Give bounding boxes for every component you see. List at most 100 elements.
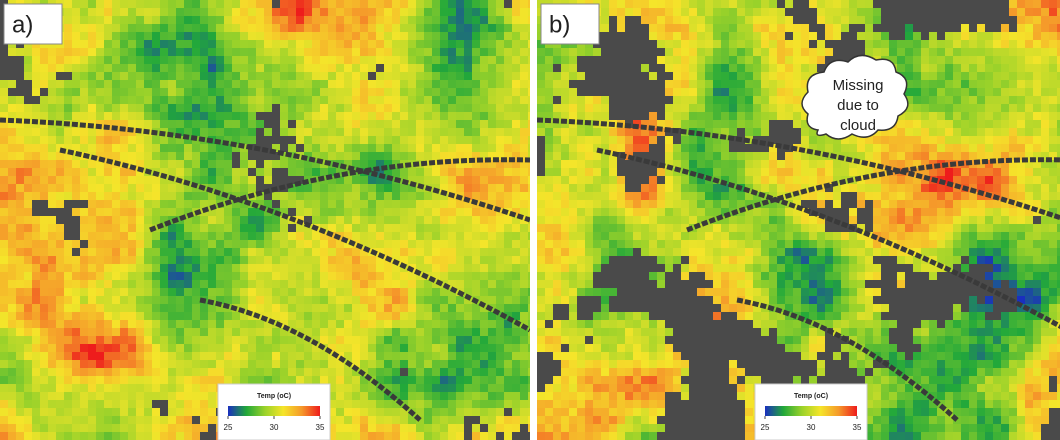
temperature-cell <box>96 104 104 112</box>
temperature-cell <box>969 104 977 112</box>
temperature-cell <box>472 40 480 48</box>
temperature-cell <box>537 72 545 80</box>
temperature-cell <box>168 96 176 104</box>
temperature-cell <box>769 104 777 112</box>
temperature-cell <box>408 240 416 248</box>
temperature-cell <box>120 400 128 408</box>
temperature-cell <box>488 232 496 240</box>
temperature-cell <box>504 304 512 312</box>
temperature-cell <box>72 280 80 288</box>
temperature-cell <box>88 272 96 280</box>
temperature-cell <box>40 104 48 112</box>
temperature-cell <box>424 48 432 56</box>
temperature-cell <box>424 328 432 336</box>
temperature-cell <box>713 40 721 48</box>
temperature-cell <box>328 104 336 112</box>
temperature-cell <box>0 192 8 200</box>
temperature-cell <box>152 408 160 416</box>
temperature-cell <box>937 192 945 200</box>
temperature-cell <box>472 64 480 72</box>
temperature-cell <box>192 320 200 328</box>
temperature-cell <box>352 400 360 408</box>
temperature-cell <box>192 176 200 184</box>
temperature-cell <box>128 336 136 344</box>
temperature-cell <box>312 272 320 280</box>
temperature-cell <box>240 104 248 112</box>
temperature-cell <box>913 168 921 176</box>
temperature-cell <box>320 248 328 256</box>
temperature-cell <box>352 280 360 288</box>
temperature-cell <box>176 336 184 344</box>
temperature-cell <box>432 384 440 392</box>
temperature-cell <box>1041 96 1049 104</box>
temperature-cell <box>24 248 32 256</box>
temperature-cell <box>240 80 248 88</box>
temperature-cell <box>216 344 224 352</box>
temperature-cell <box>80 48 88 56</box>
temperature-cell <box>272 264 280 272</box>
temperature-cell <box>472 8 480 16</box>
temperature-cell <box>368 272 376 280</box>
temperature-cell <box>713 32 721 40</box>
temperature-cell <box>1057 176 1060 184</box>
temperature-cell <box>232 296 240 304</box>
temperature-cell <box>240 304 248 312</box>
temperature-cell <box>48 352 56 360</box>
temperature-cell <box>48 368 56 376</box>
temperature-cell <box>24 104 32 112</box>
temperature-cell <box>761 24 769 32</box>
temperature-cell <box>424 96 432 104</box>
temperature-cell <box>440 328 448 336</box>
temperature-cell <box>112 136 120 144</box>
temperature-cell <box>264 336 272 344</box>
temperature-cell <box>376 200 384 208</box>
temperature-cell <box>304 200 312 208</box>
temperature-cell <box>921 160 929 168</box>
temperature-cell <box>64 248 72 256</box>
temperature-cell <box>545 112 553 120</box>
temperature-cell <box>937 48 945 56</box>
temperature-cell <box>633 192 641 200</box>
temperature-cell <box>512 120 520 128</box>
temperature-cell <box>280 48 288 56</box>
temperature-cell <box>208 88 216 96</box>
temperature-cell <box>304 232 312 240</box>
temperature-cell <box>152 120 160 128</box>
temperature-cell <box>729 96 737 104</box>
temperature-cell <box>496 200 504 208</box>
temperature-cell <box>528 168 530 176</box>
temperature-cell <box>200 256 208 264</box>
temperature-cell <box>528 80 530 88</box>
temperature-cell <box>344 272 352 280</box>
temperature-cell <box>72 432 80 440</box>
temperature-cell <box>440 256 448 264</box>
temperature-cell <box>176 160 184 168</box>
temperature-cell <box>152 288 160 296</box>
temperature-cell <box>104 160 112 168</box>
temperature-cell <box>472 48 480 56</box>
temperature-cell <box>8 432 16 440</box>
temperature-cell <box>504 400 512 408</box>
temperature-cell <box>801 160 809 168</box>
temperature-cell <box>360 104 368 112</box>
temperature-cell <box>168 0 176 8</box>
temperature-cell <box>1041 48 1049 56</box>
temperature-cell <box>440 144 448 152</box>
temperature-cell <box>352 32 360 40</box>
temperature-cell <box>16 224 24 232</box>
temperature-cell <box>753 160 761 168</box>
temperature-cell <box>392 128 400 136</box>
temperature-cell <box>328 352 336 360</box>
temperature-cell <box>929 80 937 88</box>
temperature-cell <box>472 88 480 96</box>
temperature-cell <box>312 336 320 344</box>
temperature-cell <box>352 368 360 376</box>
temperature-cell <box>721 184 729 192</box>
temperature-cell <box>376 136 384 144</box>
temperature-cell <box>232 264 240 272</box>
temperature-cell <box>520 184 528 192</box>
temperature-cell <box>817 0 825 8</box>
temperature-cell <box>761 112 769 120</box>
temperature-cell <box>1001 152 1009 160</box>
temperature-cell <box>8 424 16 432</box>
